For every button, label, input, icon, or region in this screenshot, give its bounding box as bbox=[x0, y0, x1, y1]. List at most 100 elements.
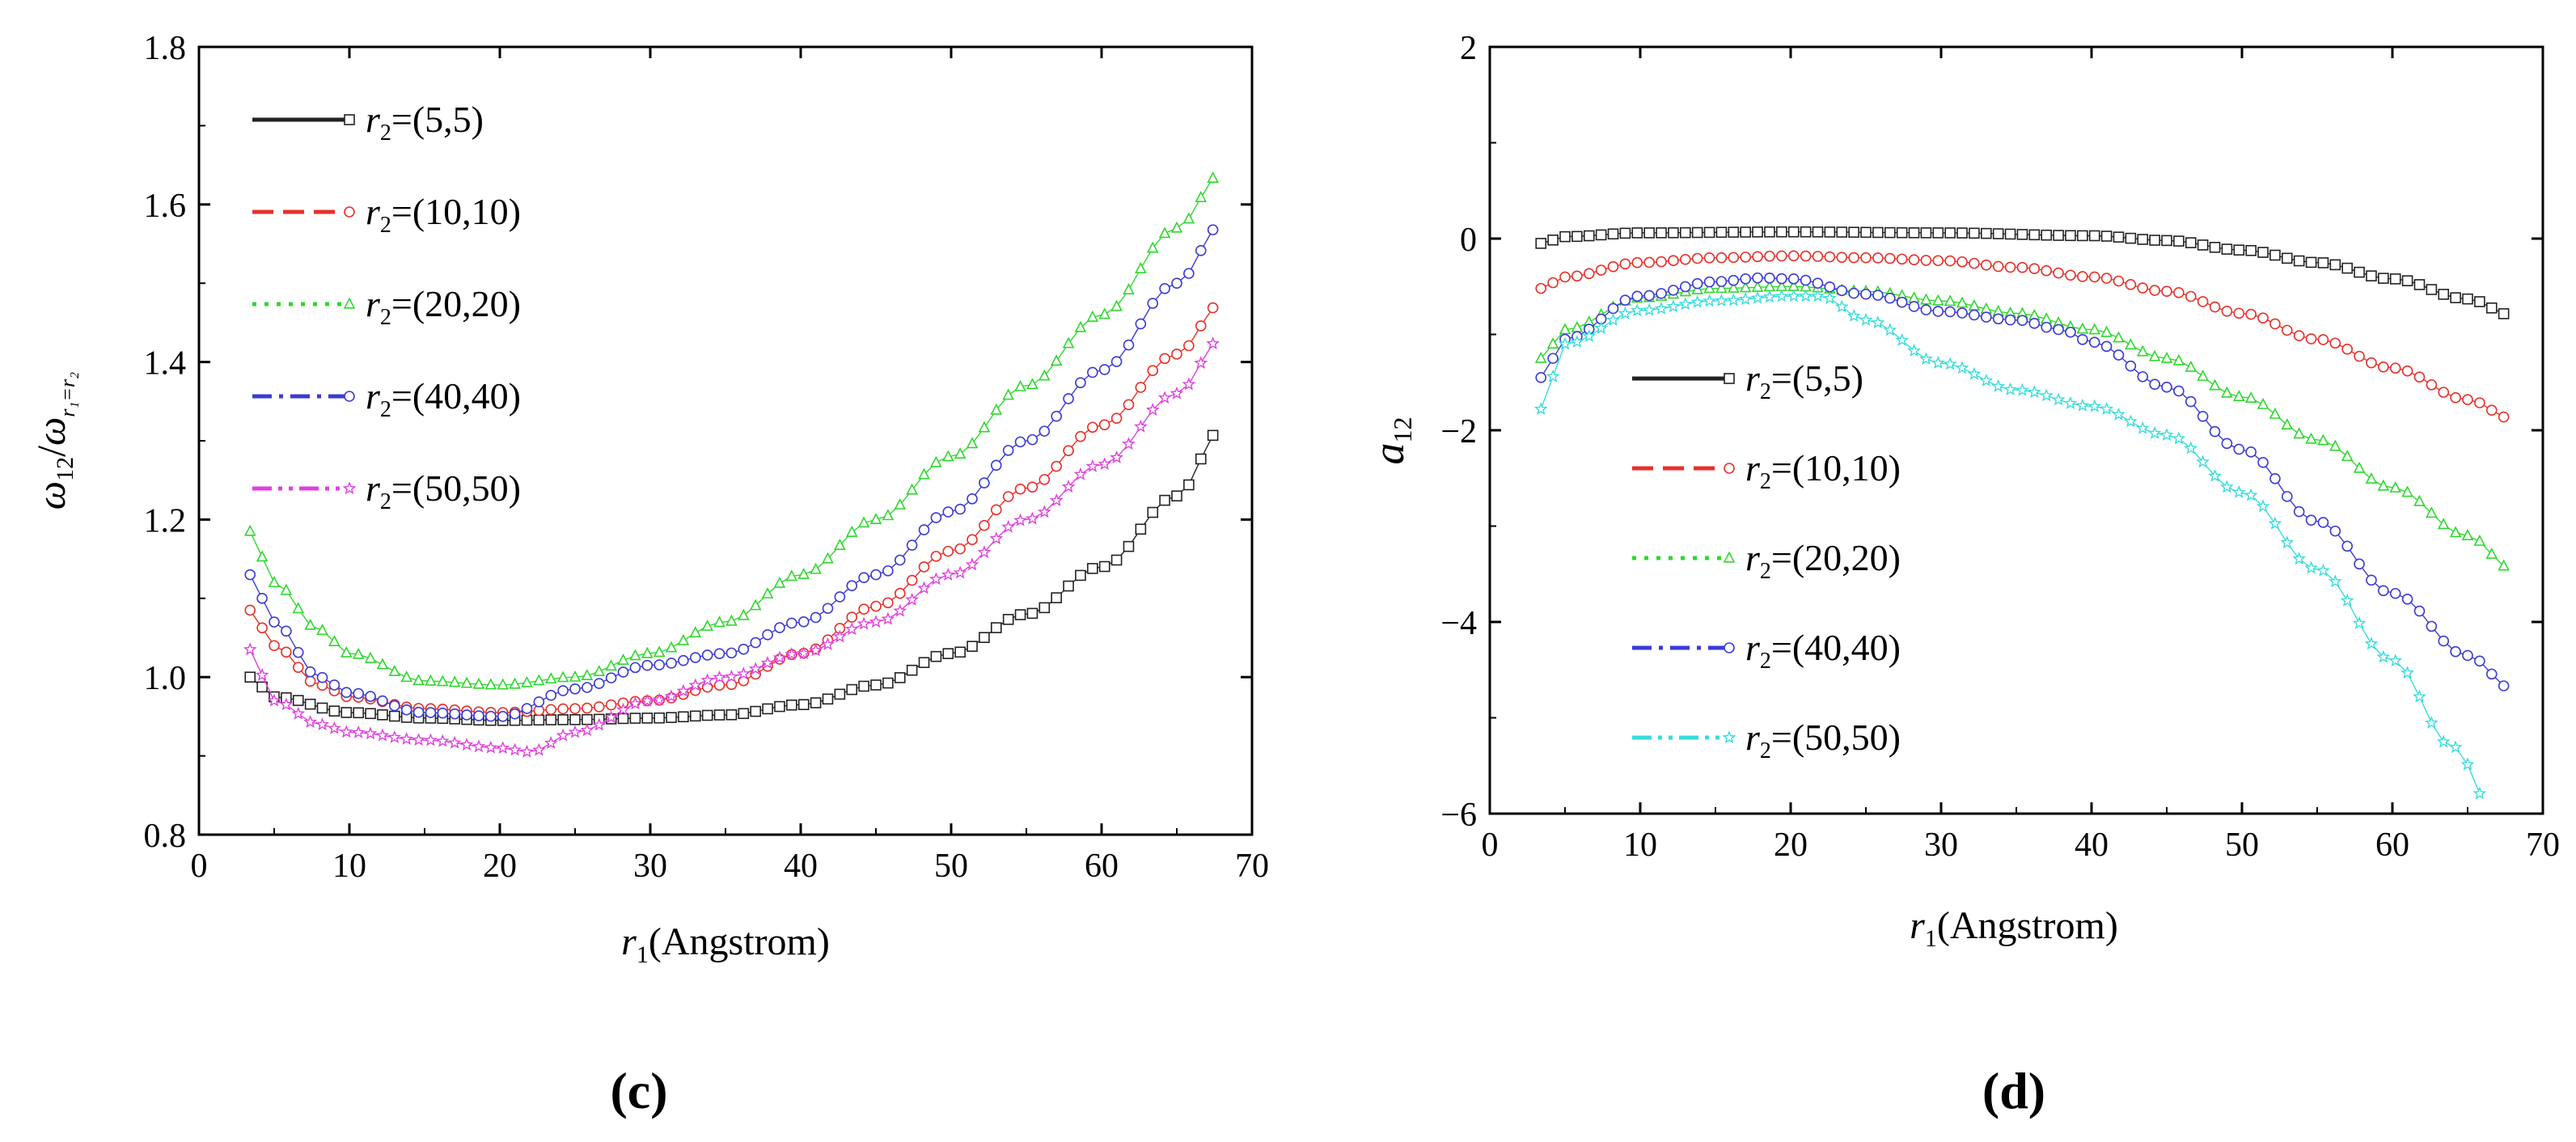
marker-triangle bbox=[1110, 299, 1123, 311]
marker-triangle bbox=[954, 447, 967, 459]
marker-star bbox=[531, 742, 546, 756]
marker-star bbox=[628, 696, 642, 710]
marker-circle bbox=[1703, 252, 1715, 264]
legend-item: r2=(5,5) bbox=[252, 99, 484, 146]
marker-square bbox=[2233, 244, 2245, 256]
marker-square bbox=[725, 708, 738, 721]
marker-star bbox=[580, 723, 594, 737]
marker-circle bbox=[557, 703, 569, 715]
x-tick-label: 40 bbox=[2075, 827, 2109, 864]
marker-circle bbox=[1920, 255, 1932, 266]
y-tick-label: −4 bbox=[1440, 605, 1477, 642]
marker-square bbox=[1920, 227, 1932, 239]
marker-square bbox=[1776, 226, 1787, 238]
marker-circle bbox=[1764, 273, 1775, 284]
marker-star bbox=[2436, 734, 2451, 748]
marker-star bbox=[797, 645, 811, 659]
marker-square bbox=[1183, 479, 1195, 491]
marker-star bbox=[303, 714, 317, 728]
marker-circle bbox=[846, 580, 858, 591]
marker-circle bbox=[1619, 258, 1631, 270]
marker-circle bbox=[678, 654, 689, 666]
marker-circle bbox=[2149, 379, 2160, 391]
marker-triangle bbox=[1086, 310, 1099, 322]
marker-circle bbox=[1836, 285, 1848, 297]
series-r2-50-50- bbox=[1533, 289, 2487, 800]
marker-star bbox=[2425, 716, 2439, 730]
marker-star bbox=[1907, 343, 1921, 357]
marker-circle bbox=[894, 587, 906, 599]
marker-circle bbox=[2185, 395, 2197, 408]
marker-circle bbox=[2113, 349, 2125, 361]
marker-square bbox=[1932, 227, 1944, 239]
marker-circle bbox=[1643, 290, 1655, 302]
marker-square bbox=[1728, 226, 1740, 238]
marker-circle bbox=[1956, 256, 1968, 268]
marker-circle bbox=[1969, 257, 1980, 269]
marker-star bbox=[1618, 307, 1632, 319]
marker-star bbox=[2256, 499, 2270, 513]
marker-triangle bbox=[941, 450, 954, 462]
marker-triangle bbox=[436, 675, 449, 687]
marker-star bbox=[652, 692, 666, 706]
marker-star bbox=[327, 721, 341, 734]
marker-triangle bbox=[2449, 526, 2462, 538]
marker-star bbox=[2196, 455, 2210, 468]
legend-label: r2=(50,50) bbox=[366, 467, 521, 514]
plot-frame bbox=[1488, 45, 2544, 815]
marker-circle bbox=[1135, 318, 1147, 330]
marker-circle bbox=[1872, 290, 1884, 301]
marker-square bbox=[2401, 275, 2413, 286]
marker-triangle bbox=[1956, 296, 1969, 308]
marker-triangle bbox=[497, 678, 510, 690]
marker-square bbox=[388, 710, 400, 722]
marker-square bbox=[353, 707, 364, 719]
marker-square bbox=[2366, 270, 2377, 281]
marker-circle bbox=[1147, 365, 1159, 377]
marker-circle bbox=[1740, 252, 1751, 263]
marker-circle bbox=[1171, 349, 1182, 360]
marker-triangle bbox=[894, 497, 907, 510]
marker-circle bbox=[1123, 399, 1135, 411]
marker-circle bbox=[1159, 353, 1170, 365]
x-axis-label: r1(Angstrom) bbox=[1910, 904, 2118, 952]
marker-star bbox=[748, 662, 763, 675]
marker-square bbox=[1026, 607, 1038, 620]
marker-star bbox=[2460, 757, 2475, 771]
marker-square bbox=[2041, 229, 2052, 241]
marker-circle bbox=[605, 699, 617, 711]
marker-circle bbox=[2125, 360, 2137, 372]
marker-triangle bbox=[340, 645, 353, 658]
marker-star bbox=[1606, 312, 1620, 326]
marker-square bbox=[1619, 227, 1631, 239]
marker-circle bbox=[2197, 296, 2209, 307]
marker-circle bbox=[1932, 306, 1944, 317]
marker-square bbox=[533, 714, 545, 726]
marker-triangle bbox=[930, 455, 942, 467]
marker-square bbox=[979, 632, 990, 643]
marker-circle bbox=[641, 659, 654, 671]
marker-triangle bbox=[773, 576, 786, 588]
marker-triangle bbox=[845, 525, 858, 537]
marker-circle bbox=[858, 572, 869, 583]
marker-triangle bbox=[1207, 171, 1219, 183]
marker-circle bbox=[2426, 379, 2438, 391]
marker-circle bbox=[654, 659, 665, 670]
marker-circle bbox=[2485, 668, 2498, 680]
marker-star bbox=[2028, 385, 2041, 399]
y-tick-label: 1.4 bbox=[144, 345, 187, 383]
marker-star bbox=[1026, 511, 1039, 525]
legend-label: r2=(20,20) bbox=[366, 283, 521, 330]
marker-circle bbox=[557, 685, 569, 696]
marker-triangle bbox=[1931, 294, 1944, 306]
marker-circle bbox=[1014, 483, 1026, 495]
marker-circle bbox=[2305, 333, 2317, 345]
marker-square bbox=[304, 698, 316, 710]
marker-star bbox=[664, 689, 679, 703]
marker-square bbox=[2245, 244, 2257, 256]
marker-circle bbox=[2413, 371, 2426, 383]
marker-triangle bbox=[2197, 370, 2209, 381]
marker-square bbox=[1195, 453, 1207, 465]
marker-triangle bbox=[978, 421, 991, 433]
marker-circle bbox=[2209, 301, 2221, 313]
